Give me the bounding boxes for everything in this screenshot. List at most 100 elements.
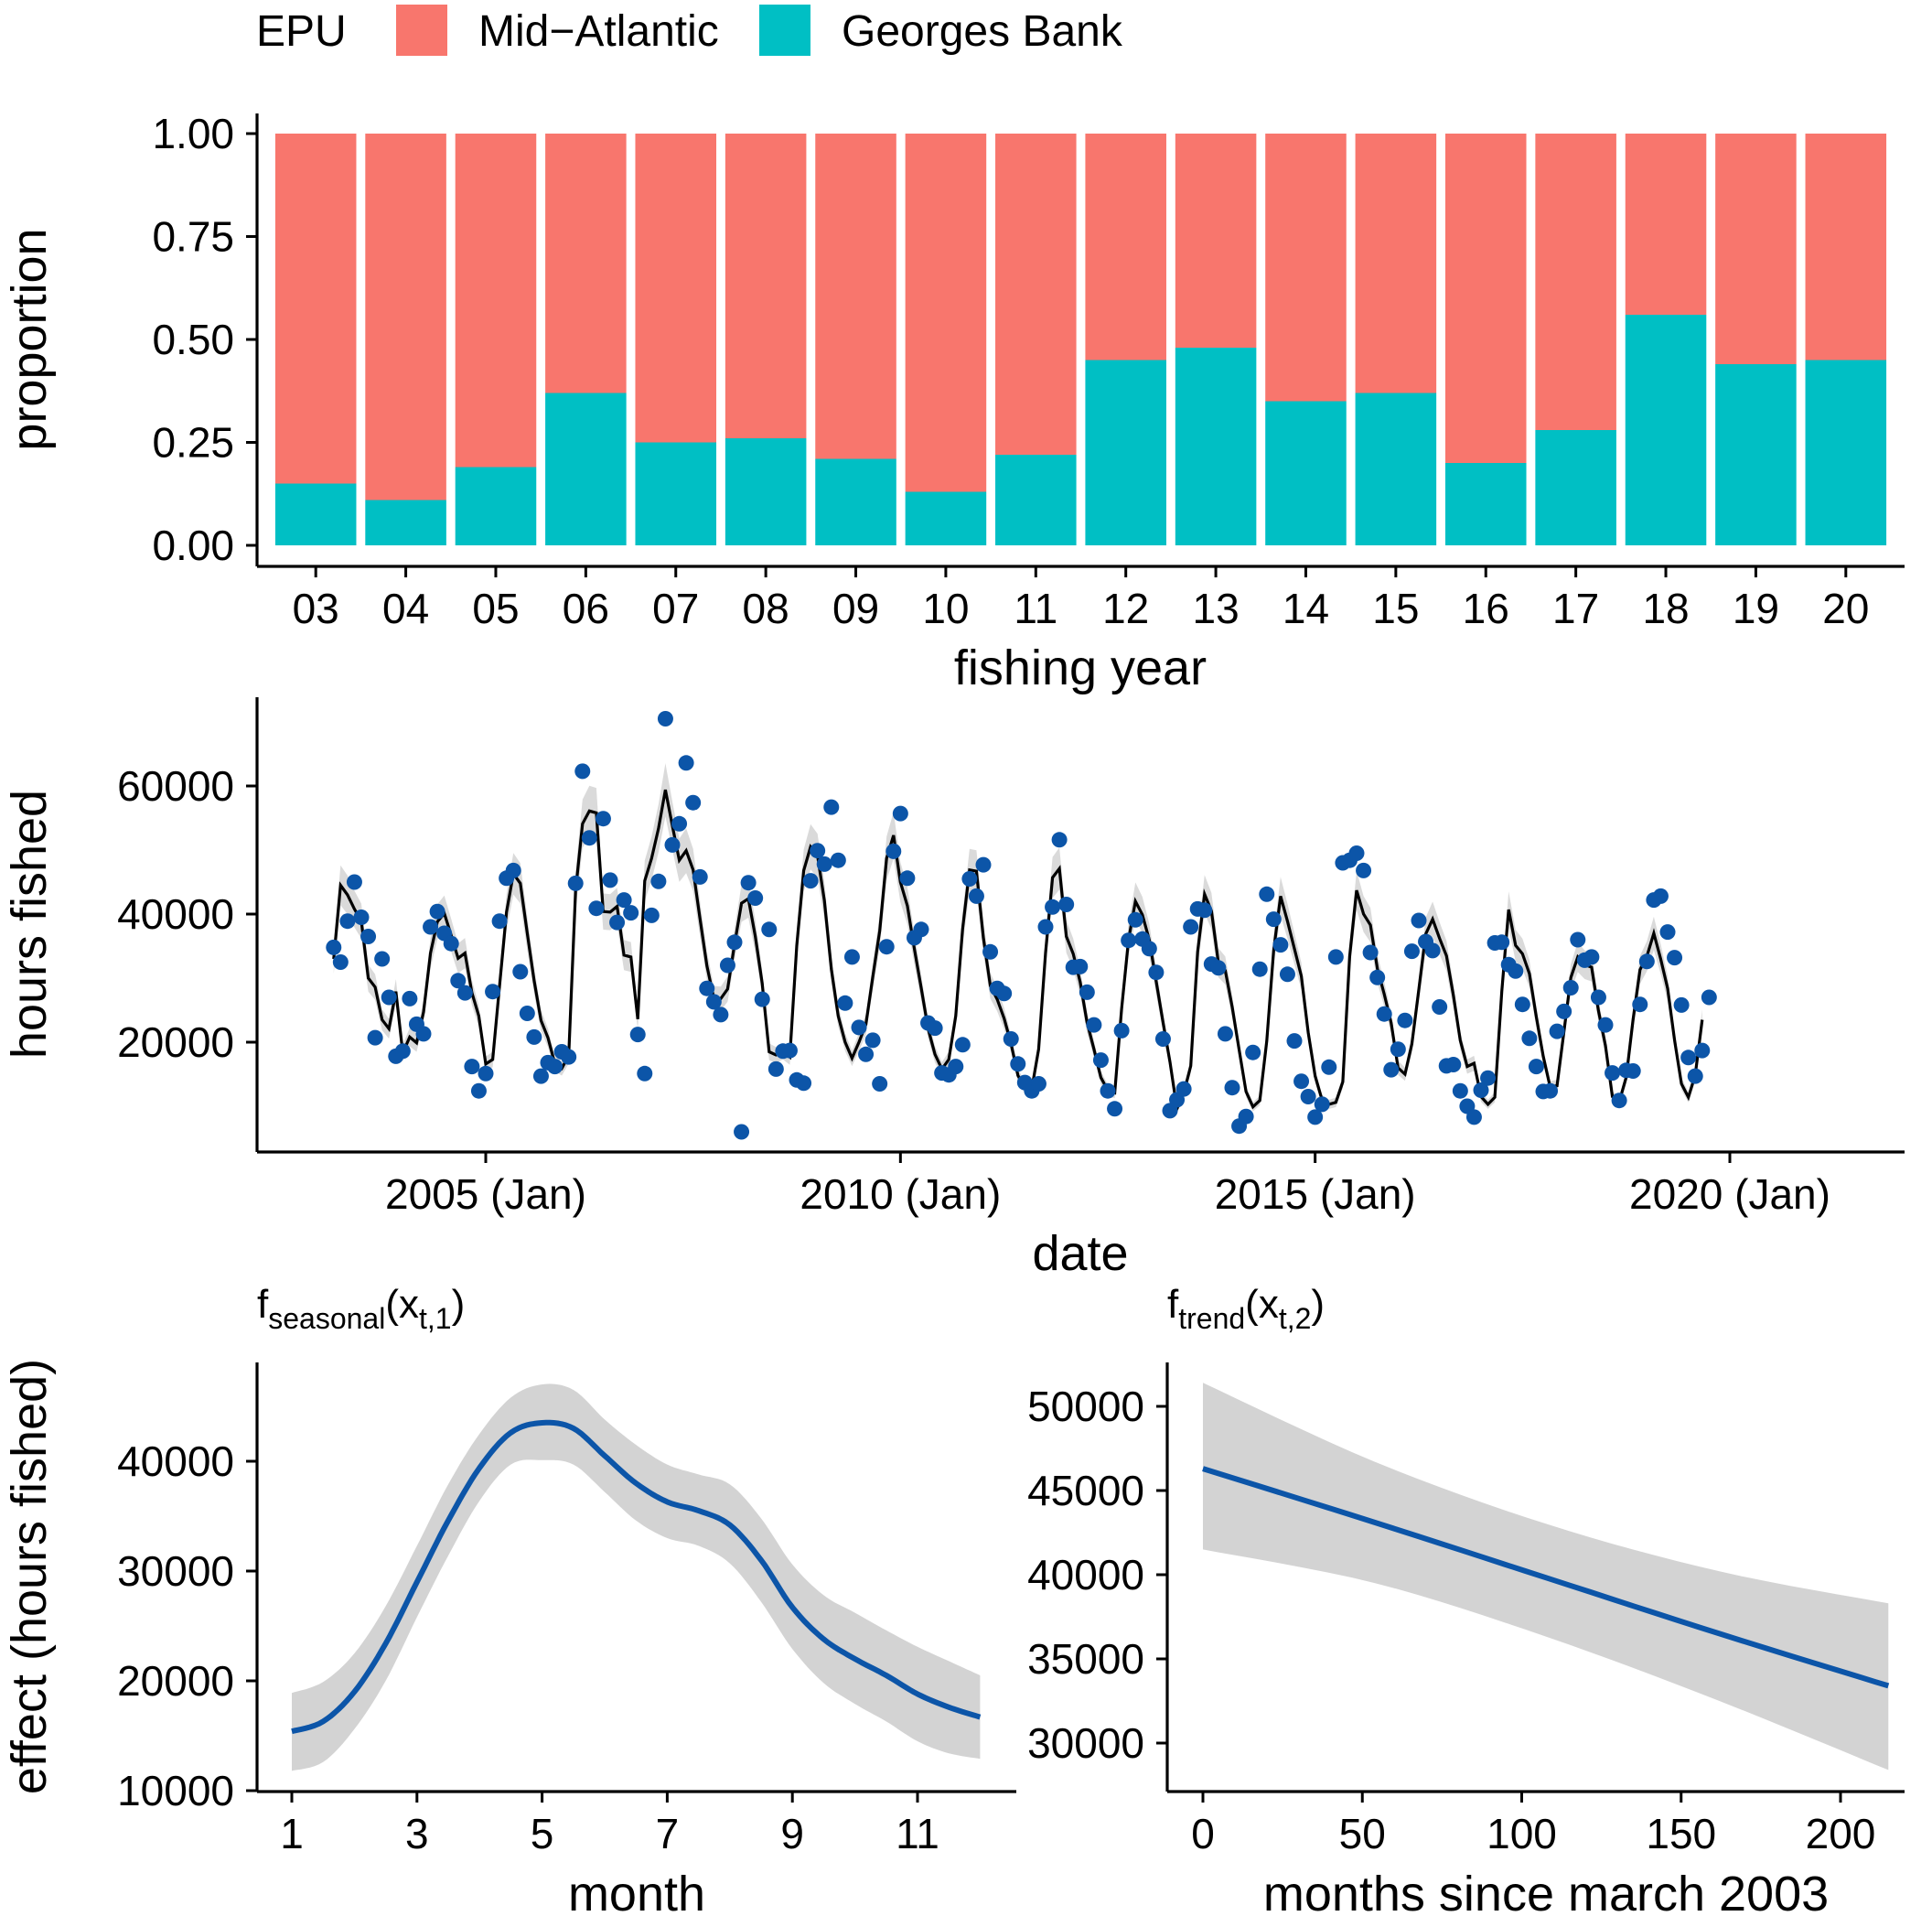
y-tick-label-0.00: 0.00 xyxy=(152,522,234,569)
observed-point xyxy=(864,1032,881,1049)
bar-georges-bank-14 xyxy=(1265,401,1347,545)
observed-point xyxy=(1127,911,1143,928)
observed-point xyxy=(1121,932,1137,949)
y-tick-label-30000: 30000 xyxy=(117,1547,234,1595)
observed-point xyxy=(581,830,597,846)
observed-point xyxy=(1638,953,1655,970)
observed-point xyxy=(512,963,529,980)
bar-georges-bank-06 xyxy=(545,393,627,545)
observed-point xyxy=(643,907,660,923)
smooth-marks xyxy=(1202,1383,1890,1771)
y-ticks: 10000 20000 30000 40000 xyxy=(117,1437,257,1814)
observed-point xyxy=(1224,1080,1240,1096)
x-tick-label-03: 03 xyxy=(293,585,339,632)
observed-point xyxy=(595,811,611,827)
y-ticks: 20000 40000 60000 xyxy=(117,762,257,1066)
observed-point xyxy=(1175,1081,1192,1097)
observed-point xyxy=(816,856,832,872)
y-tick-label-50000: 50000 xyxy=(1027,1383,1144,1430)
title-args: (x xyxy=(385,1282,419,1327)
y-tick-label-1.00: 1.00 xyxy=(152,110,234,157)
x-tick-label-15: 15 xyxy=(1372,585,1419,632)
observed-point xyxy=(734,1124,750,1140)
x-tick-label-05: 05 xyxy=(472,585,519,632)
bar-mid-atlantic-15 xyxy=(1355,134,1437,393)
observed-point xyxy=(767,1060,784,1077)
observed-point xyxy=(1528,1059,1544,1075)
confidence-band xyxy=(292,1383,981,1771)
observed-point xyxy=(1694,1042,1711,1059)
y-tick-label-0.50: 0.50 xyxy=(152,316,234,363)
observed-point xyxy=(878,939,895,955)
observed-point xyxy=(1583,949,1600,965)
observed-point xyxy=(802,873,819,889)
observed-point xyxy=(574,763,591,780)
observed-point xyxy=(823,799,840,815)
observed-point xyxy=(1680,1049,1697,1066)
observed-point xyxy=(1148,964,1165,981)
observed-point xyxy=(899,870,916,887)
observed-point xyxy=(374,951,391,967)
x-tick-label-200: 200 xyxy=(1806,1810,1876,1857)
observed-point xyxy=(1673,996,1690,1013)
x-tick-label-17: 17 xyxy=(1552,585,1599,632)
observed-point xyxy=(1605,1065,1621,1082)
observed-point xyxy=(719,957,735,974)
bar-georges-bank-10 xyxy=(905,491,987,545)
bar-mid-atlantic-14 xyxy=(1265,134,1347,402)
x-tick-label-2020: 2020 (Jan) xyxy=(1629,1170,1830,1218)
observed-point xyxy=(381,989,397,1006)
observed-point xyxy=(1010,1056,1026,1072)
bar-mid-atlantic-17 xyxy=(1535,134,1616,430)
x-tick-label-50: 50 xyxy=(1339,1810,1386,1857)
y-axis-title: effect (hours fished) xyxy=(2,1359,57,1794)
y-tick-label-0.25: 0.25 xyxy=(152,419,234,467)
y-ticks: 0.00 0.25 0.50 0.75 1.00 xyxy=(152,110,257,569)
observed-point xyxy=(1045,899,1061,915)
observed-point xyxy=(429,903,445,920)
observed-point xyxy=(1562,980,1579,996)
observed-point xyxy=(982,943,999,960)
x-tick-label-150: 150 xyxy=(1646,1810,1716,1857)
observed-point xyxy=(1473,1082,1489,1098)
observed-point xyxy=(1272,937,1289,953)
observed-point xyxy=(1445,1057,1462,1072)
observed-point xyxy=(1465,1109,1482,1125)
x-ticks: 0 50 100 150 200 xyxy=(1191,1792,1875,1857)
observed-point xyxy=(948,1059,964,1075)
y-ticks: 30000 35000 40000 45000 50000 xyxy=(1027,1383,1167,1767)
x-tick-label-11: 11 xyxy=(896,1810,939,1857)
observed-point xyxy=(664,836,681,853)
observed-point xyxy=(1051,832,1068,848)
y-tick-label-40000: 40000 xyxy=(117,1437,234,1485)
x-tick-label-13: 13 xyxy=(1192,585,1239,632)
observed-point xyxy=(346,874,362,890)
observed-point xyxy=(892,805,908,822)
observed-point xyxy=(1494,934,1510,951)
observed-point xyxy=(761,921,778,938)
x-tick-label-11: 11 xyxy=(1014,585,1057,632)
bar-georges-bank-07 xyxy=(635,442,717,545)
observed-point xyxy=(532,1068,549,1084)
observed-point xyxy=(1265,911,1282,928)
observed-point xyxy=(843,949,860,965)
observed-point xyxy=(1286,1033,1303,1049)
observed-point xyxy=(1508,963,1524,979)
bar-mid-atlantic-16 xyxy=(1444,134,1527,463)
bar-mid-atlantic-13 xyxy=(1175,134,1257,348)
y-tick-label-20000: 20000 xyxy=(117,1657,234,1705)
title-subscript: trend xyxy=(1178,1302,1245,1335)
observed-point xyxy=(1293,1073,1310,1090)
legend-label-georges-bank: Georges Bank xyxy=(842,7,1123,56)
observed-point xyxy=(1362,944,1379,961)
title-subscript: seasonal xyxy=(268,1302,385,1335)
hours-fished-time-series: 20000 40000 60000 2005 (Jan) 2010 (Jan) 2015… xyxy=(2,697,1905,1281)
x-tick-label-7: 7 xyxy=(656,1810,680,1857)
observed-point xyxy=(567,875,584,891)
x-tick-label-10: 10 xyxy=(922,585,969,632)
observed-point xyxy=(1667,950,1683,966)
observed-point xyxy=(491,913,508,930)
observed-point xyxy=(1611,1093,1627,1109)
observed-point xyxy=(961,871,978,887)
